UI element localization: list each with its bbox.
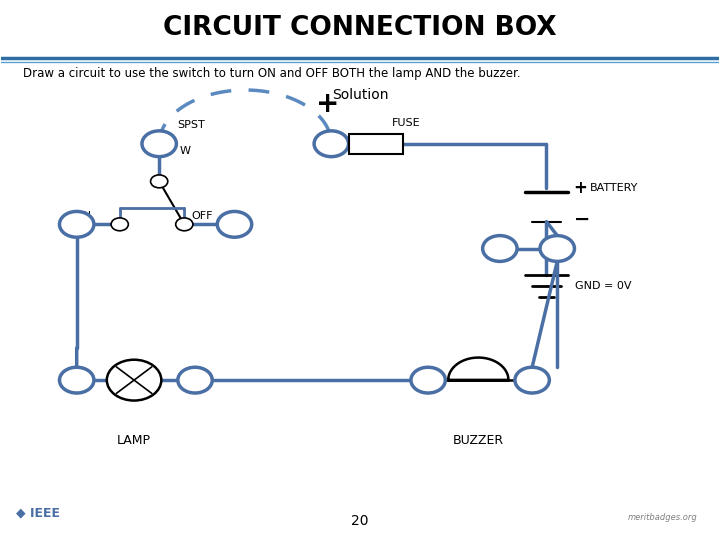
Text: LAMP: LAMP [117,434,151,447]
Text: OFF: OFF [192,211,213,221]
Circle shape [150,175,168,188]
Text: W: W [179,146,190,157]
Polygon shape [449,357,508,380]
Text: CIRCUIT CONNECTION BOX: CIRCUIT CONNECTION BOX [163,15,557,41]
Circle shape [217,212,252,237]
Text: Draw a circuit to use the switch to turn ON and OFF BOTH the lamp AND the buzzer: Draw a circuit to use the switch to turn… [23,67,521,80]
Circle shape [107,360,161,401]
Text: +: + [316,90,339,118]
Circle shape [176,218,193,231]
Text: SPST: SPST [177,120,205,130]
Circle shape [60,212,94,237]
Circle shape [111,218,128,231]
Text: 20: 20 [351,514,369,528]
Circle shape [142,131,176,157]
Circle shape [411,367,446,393]
Text: ON: ON [74,211,91,221]
Bar [349,133,403,154]
Circle shape [540,235,575,261]
Circle shape [515,367,549,393]
Text: BATTERY: BATTERY [590,183,638,193]
Text: BUZZER: BUZZER [453,434,504,447]
Circle shape [60,367,94,393]
Text: GND = 0V: GND = 0V [575,281,631,291]
Text: FUSE: FUSE [392,118,421,127]
Text: −: − [574,210,590,228]
Text: ◆ IEEE: ◆ IEEE [16,507,60,520]
Text: Solution: Solution [332,89,388,103]
Text: meritbadges.org: meritbadges.org [627,514,697,523]
Text: +: + [574,179,588,197]
Circle shape [314,131,348,157]
Circle shape [178,367,212,393]
Circle shape [482,235,517,261]
